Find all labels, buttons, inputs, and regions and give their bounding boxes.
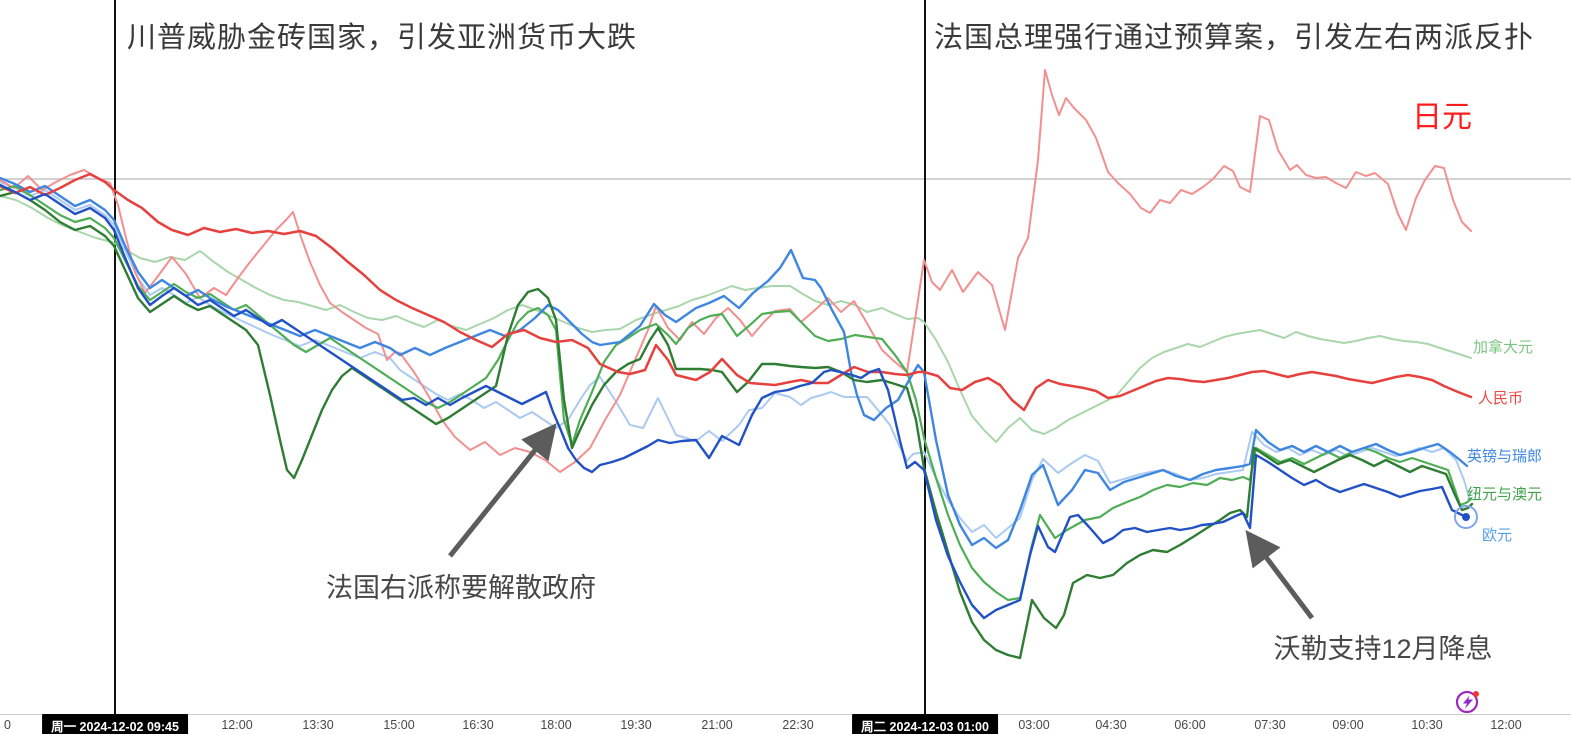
x-axis-tick: 15:00 (383, 718, 415, 732)
event-title-left: 川普威胁金砖国家，引发亚洲货币大跌 (127, 22, 638, 54)
series-line-gbp (0, 176, 1469, 550)
annotation-arrow (448, 423, 557, 558)
x-axis-day-marker: 周一 2024-12-02 09:45 (42, 714, 188, 734)
x-axis-tick: 19:30 (620, 718, 652, 732)
lightning-bolt-icon (1463, 695, 1473, 709)
x-axis-tick: 07:30 (1254, 718, 1286, 732)
series-line-chf (0, 181, 1470, 539)
series-line-aud (0, 190, 1474, 660)
currency-line-label: 日元 (1412, 101, 1472, 134)
x-axis-tick: 16:30 (462, 718, 494, 732)
x-axis-tick: 21:00 (701, 718, 733, 732)
x-axis-tick: 18:00 (540, 718, 572, 732)
currency-line-label: 英镑与瑞郎 (1467, 448, 1543, 465)
currency-line-label: 人民币 (1478, 390, 1524, 407)
x-axis-tick: 03:00 (1018, 718, 1050, 732)
x-axis-tick: 12:00 (1490, 718, 1522, 732)
x-axis-tick: 06:00 (1174, 718, 1206, 732)
endpoint-marker-ring (1454, 505, 1478, 529)
currency-line-label: 欧元 (1482, 527, 1513, 544)
currency-line-label: 纽元与澳元 (1467, 486, 1543, 503)
x-axis-tick: 13:30 (302, 718, 334, 732)
x-axis-tick: 04:30 (1095, 718, 1127, 732)
series-line-jpy (0, 69, 1472, 473)
series-line-cny (0, 172, 1473, 412)
event-annotation-text: 沃勒支持12月降息 (1273, 634, 1493, 664)
event-annotation-text: 法国右派称要解散政府 (326, 573, 596, 603)
x-axis-tick: 22:30 (782, 718, 814, 732)
currency-line-label: 加拿大元 (1473, 339, 1534, 356)
x-axis-tick: 09:00 (1332, 718, 1364, 732)
annotation-arrow (1245, 530, 1314, 620)
x-axis-tick: 10:30 (1411, 718, 1443, 732)
x-axis-tick: 0 (4, 718, 11, 732)
endpoint-marker-dot (1462, 513, 1470, 521)
chart-layers (0, 0, 1571, 714)
series-line-cad (0, 195, 1472, 443)
red-dot-badge (1473, 691, 1479, 697)
x-axis-day-marker: 周二 2024-12-03 01:00 (852, 714, 998, 734)
x-axis: 0 周一 2024-12-02 09:45 12:00 13:30 15:00 16:30… (0, 714, 1571, 734)
series-line-eur (0, 183, 1468, 620)
event-title-right: 法国总理强行通过预算案，引发左右两派反扑 (934, 22, 1535, 54)
jin10-flash-watermark-icon (1455, 690, 1479, 714)
x-axis-tick: 12:00 (221, 718, 253, 732)
